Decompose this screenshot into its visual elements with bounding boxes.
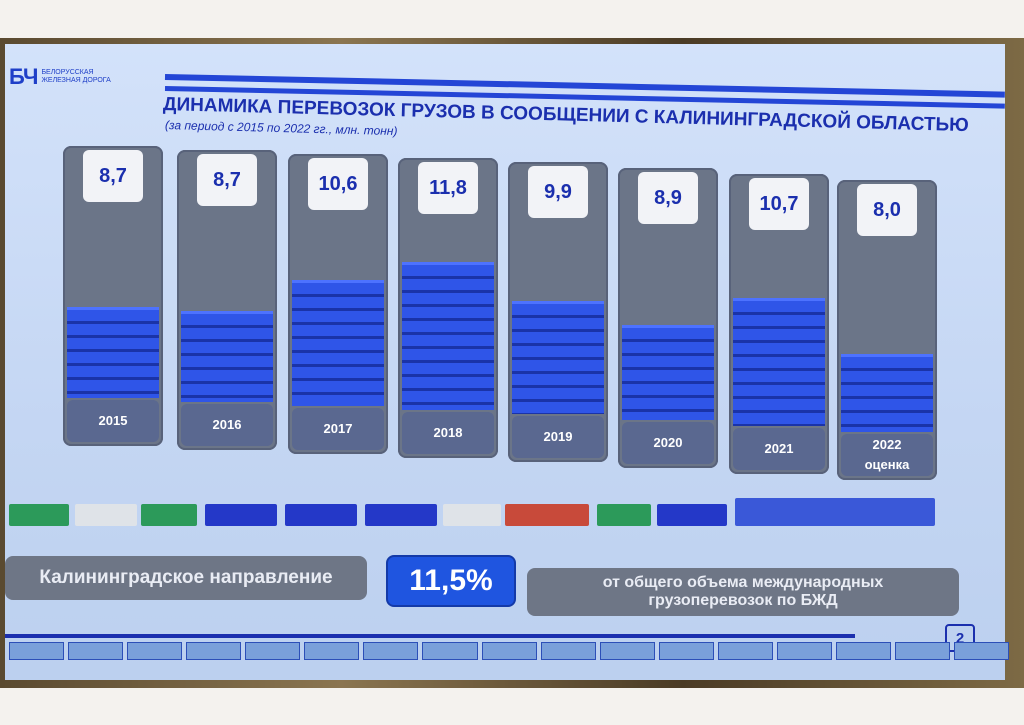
bar-column-2020: 8,9 2020 xyxy=(618,168,718,468)
year-label: 2018 xyxy=(402,412,494,454)
footer-wagon xyxy=(422,642,478,660)
bar-column-2022: 8,0 2022 оценка xyxy=(837,180,937,480)
data-label: 8,7 xyxy=(197,154,257,206)
tick-label: 2015 xyxy=(98,413,128,428)
tick-label: 2021 xyxy=(764,441,794,456)
tick-note: оценка xyxy=(864,457,910,472)
footer-wagon xyxy=(954,642,1010,660)
wagon xyxy=(75,504,137,526)
footer-wagons xyxy=(5,642,1010,666)
bar xyxy=(402,261,494,410)
wagon xyxy=(285,504,357,526)
year-label: 2021 xyxy=(733,428,825,470)
footer-wagon xyxy=(717,642,773,660)
tick-label: 2016 xyxy=(212,417,242,432)
tick-label: 2017 xyxy=(323,421,353,436)
footer-wagon xyxy=(363,642,419,660)
year-label: 2020 xyxy=(622,422,714,464)
bar-column-2018: 11,8 2018 xyxy=(398,158,498,458)
footer-wagon xyxy=(68,642,124,660)
locomotive xyxy=(735,498,935,526)
logo-mark: БЧ xyxy=(9,64,38,89)
wagon xyxy=(657,504,727,526)
data-label: 8,0 xyxy=(857,184,917,236)
bar-column-2021: 10,7 2021 xyxy=(729,174,829,474)
footer-wagon xyxy=(599,642,655,660)
summary-right-panel: от общего объема международных грузопере… xyxy=(527,568,959,616)
footer-wagon xyxy=(127,642,183,660)
tick-label: 2020 xyxy=(653,435,683,450)
footer-line xyxy=(5,634,855,638)
footer-wagon xyxy=(776,642,832,660)
year-label: 2015 xyxy=(67,400,159,442)
wagon xyxy=(597,504,651,526)
data-label: 8,7 xyxy=(83,150,143,202)
wagon xyxy=(205,504,277,526)
bar-column-2019: 9,9 2019 xyxy=(508,162,608,462)
bar-column-2015: 8,7 2015 xyxy=(63,146,163,446)
footer-wagon xyxy=(894,642,950,660)
bar-chart: 8,7 2015 8,7 2016 10,6 2017 11,8 2018 9,9 2019 8,9… xyxy=(5,44,1005,504)
year-label: 2016 xyxy=(181,404,273,446)
footer-wagon xyxy=(245,642,301,660)
summary-left-panel: Калининградское направление xyxy=(5,556,367,600)
slide: БЧ БЕЛОРУССКАЯ ЖЕЛЕЗНАЯ ДОРОГА ДИНАМИКА … xyxy=(5,44,1010,680)
bar xyxy=(292,279,384,406)
year-label: 2019 xyxy=(512,416,604,458)
data-label: 10,7 xyxy=(749,178,809,230)
bar-column-2016: 8,7 2016 xyxy=(177,150,277,450)
train-illustration xyxy=(5,492,1005,542)
data-label: 8,9 xyxy=(638,172,698,224)
footer-wagon xyxy=(540,642,596,660)
logo-text: БЕЛОРУССКАЯ ЖЕЛЕЗНАЯ ДОРОГА xyxy=(41,69,111,84)
wagon xyxy=(9,504,69,526)
bar xyxy=(181,310,273,402)
bar xyxy=(67,306,159,398)
footer-wagon xyxy=(481,642,537,660)
bar-column-2017: 10,6 2017 xyxy=(288,154,388,454)
data-label: 10,6 xyxy=(308,158,368,210)
data-label: 11,8 xyxy=(418,162,478,214)
tick-label: 2022 xyxy=(872,437,902,452)
summary-percent: 11,5% xyxy=(388,557,514,605)
year-label: 2017 xyxy=(292,408,384,450)
footer-wagon xyxy=(186,642,242,660)
wagon xyxy=(443,504,501,526)
year-label: 2022 оценка xyxy=(841,434,933,476)
wagon xyxy=(141,504,197,526)
bar xyxy=(622,325,714,420)
tick-label: 2018 xyxy=(433,425,463,440)
tick-label: 2019 xyxy=(543,429,573,444)
wagon xyxy=(365,504,437,526)
footer-wagon xyxy=(304,642,360,660)
wagon xyxy=(505,504,589,526)
bar xyxy=(733,298,825,426)
footer-wagon xyxy=(9,642,65,660)
logo: БЧ БЕЛОРУССКАЯ ЖЕЛЕЗНАЯ ДОРОГА xyxy=(9,64,111,90)
bar xyxy=(841,353,933,432)
footer-wagon xyxy=(835,642,891,660)
bar xyxy=(512,300,604,414)
footer-wagon xyxy=(658,642,714,660)
data-label: 9,9 xyxy=(528,166,588,218)
